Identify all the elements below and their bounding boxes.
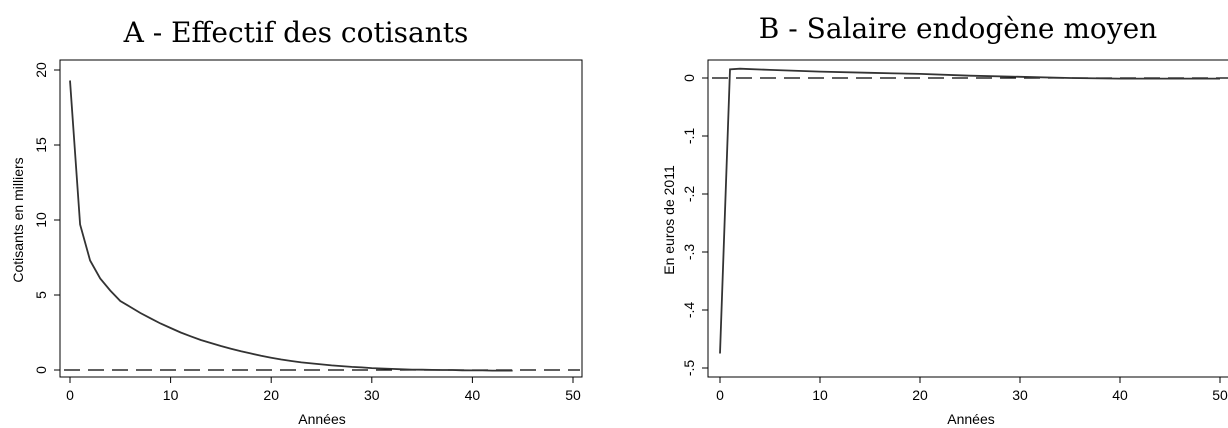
chart-b-ticks: 0 10 20 30 40 50 -.5 -.4 -.3 -.2 -.1 0 bbox=[681, 74, 1228, 403]
chart-b-y-axis-label: En euros de 2011 bbox=[661, 165, 677, 275]
chart-a-x-tick-label: 30 bbox=[364, 387, 380, 403]
chart-b-y-tick-label: -.5 bbox=[681, 360, 697, 377]
chart-a-title: A - Effectif des cotisants bbox=[123, 16, 469, 49]
chart-b-x-tick-label: 40 bbox=[1112, 387, 1128, 403]
chart-b-x-tick-label: 20 bbox=[912, 387, 928, 403]
chart-b-y-tick-label: -.4 bbox=[681, 302, 697, 319]
chart-b-plot-frame bbox=[707, 59, 1228, 378]
chart-a-x-tick-label: 50 bbox=[565, 387, 581, 403]
chart-a-y-tick-label: 10 bbox=[33, 212, 49, 228]
chart-a-x-tick-label: 0 bbox=[66, 387, 74, 403]
chart-b-x-tick-label: 10 bbox=[812, 387, 828, 403]
chart-b-x-axis-label: Années bbox=[947, 411, 994, 427]
chart-a-y-axis-label: Cotisants en milliers bbox=[10, 157, 26, 282]
chart-a-y-tick-label: 0 bbox=[33, 366, 49, 374]
chart-a-plot-frame bbox=[59, 59, 583, 378]
chart-a-ticks: 0 10 20 30 40 50 0 5 10 15 20 bbox=[33, 62, 581, 403]
chart-b-x-tick-label: 30 bbox=[1012, 387, 1028, 403]
chart-a-y-tick-label: 15 bbox=[33, 137, 49, 153]
chart-a-series-line bbox=[69, 80, 513, 372]
chart-b-y-tick-label: -.3 bbox=[681, 244, 697, 261]
chart-b-x-tick-label: 50 bbox=[1212, 387, 1228, 403]
chart-b-y-tick-label: 0 bbox=[681, 74, 697, 82]
chart-b-series-line bbox=[719, 67, 1220, 354]
chart-b-y-tick-label: -.2 bbox=[681, 186, 697, 203]
panel-b: B - Salaire endogène moyen Années En eur… bbox=[661, 12, 1228, 427]
chart-b-x-tick-label: 0 bbox=[716, 387, 724, 403]
panel-a: A - Effectif des cotisants Années Cotisa… bbox=[10, 16, 583, 427]
chart-a-y-tick-label: 5 bbox=[33, 291, 49, 299]
chart-a-x-tick-label: 20 bbox=[263, 387, 279, 403]
chart-a-x-axis-label: Années bbox=[298, 411, 345, 427]
chart-b-title: B - Salaire endogène moyen bbox=[759, 12, 1157, 45]
chart-a-x-tick-label: 40 bbox=[465, 387, 481, 403]
chart-b-y-tick-label: -.1 bbox=[681, 128, 697, 145]
chart-a-y-tick-label: 20 bbox=[33, 62, 49, 78]
chart-a-x-tick-label: 10 bbox=[163, 387, 179, 403]
